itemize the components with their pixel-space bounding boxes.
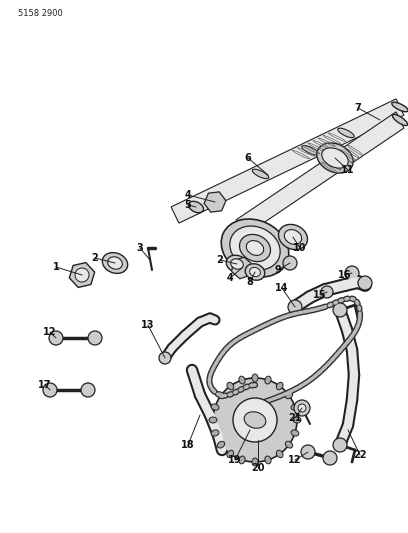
Ellipse shape [293, 417, 301, 423]
Circle shape [81, 383, 95, 397]
Ellipse shape [230, 226, 280, 270]
Ellipse shape [291, 430, 299, 436]
Circle shape [88, 331, 102, 345]
Circle shape [49, 331, 63, 345]
Ellipse shape [102, 253, 128, 273]
Ellipse shape [276, 450, 283, 458]
Ellipse shape [392, 115, 408, 126]
Ellipse shape [209, 417, 217, 423]
Text: 4: 4 [185, 190, 191, 200]
Text: 3: 3 [137, 243, 143, 253]
Ellipse shape [245, 264, 265, 280]
Ellipse shape [250, 268, 260, 277]
Ellipse shape [252, 169, 269, 179]
Text: 6: 6 [245, 153, 251, 163]
Ellipse shape [279, 224, 308, 249]
Text: 14: 14 [275, 283, 289, 293]
Ellipse shape [265, 376, 271, 384]
Ellipse shape [239, 235, 271, 262]
Ellipse shape [231, 259, 243, 269]
Ellipse shape [284, 230, 302, 245]
Text: 18: 18 [181, 440, 195, 450]
Text: 21: 21 [288, 413, 302, 423]
Circle shape [43, 383, 57, 397]
Ellipse shape [252, 458, 258, 466]
Ellipse shape [285, 392, 293, 399]
Text: 1: 1 [53, 262, 60, 272]
Polygon shape [236, 112, 404, 236]
Ellipse shape [276, 382, 283, 390]
Circle shape [345, 266, 359, 280]
Ellipse shape [244, 412, 266, 428]
Text: 22: 22 [353, 450, 367, 460]
Ellipse shape [239, 456, 245, 464]
Text: 8: 8 [246, 277, 253, 287]
Circle shape [75, 268, 89, 282]
Text: 16: 16 [338, 270, 352, 280]
Circle shape [323, 451, 337, 465]
Ellipse shape [108, 257, 122, 269]
Text: 9: 9 [275, 265, 282, 275]
Polygon shape [171, 99, 404, 223]
Ellipse shape [317, 143, 353, 173]
Text: 11: 11 [341, 165, 355, 175]
Circle shape [301, 445, 315, 459]
Text: 2: 2 [217, 255, 223, 265]
Circle shape [358, 276, 372, 290]
Ellipse shape [188, 201, 204, 213]
Circle shape [159, 352, 171, 364]
Text: 7: 7 [355, 103, 361, 113]
Ellipse shape [302, 146, 318, 155]
Text: 12: 12 [43, 327, 57, 337]
Text: 4: 4 [226, 273, 233, 283]
Circle shape [333, 438, 347, 452]
Circle shape [294, 400, 310, 416]
Text: 17: 17 [38, 380, 52, 390]
Text: 12: 12 [288, 455, 302, 465]
Circle shape [321, 286, 333, 298]
Circle shape [288, 300, 302, 314]
Circle shape [298, 404, 306, 412]
Ellipse shape [239, 376, 245, 384]
Ellipse shape [246, 240, 264, 255]
Ellipse shape [252, 374, 258, 382]
Ellipse shape [291, 404, 299, 410]
Ellipse shape [217, 392, 225, 399]
Ellipse shape [265, 456, 271, 464]
Circle shape [333, 303, 347, 317]
Ellipse shape [221, 219, 289, 277]
Circle shape [233, 398, 277, 442]
Ellipse shape [227, 382, 234, 390]
Ellipse shape [322, 148, 348, 168]
Ellipse shape [211, 430, 219, 436]
Ellipse shape [392, 102, 408, 112]
Ellipse shape [226, 255, 248, 273]
Ellipse shape [338, 128, 354, 138]
Text: 5: 5 [185, 200, 191, 210]
Circle shape [283, 256, 297, 270]
Ellipse shape [227, 450, 234, 458]
Text: 15: 15 [313, 290, 327, 300]
Text: 13: 13 [141, 320, 155, 330]
Ellipse shape [217, 441, 225, 448]
Text: 20: 20 [251, 463, 265, 473]
Text: 10: 10 [293, 243, 307, 253]
Ellipse shape [285, 441, 293, 448]
Text: 19: 19 [228, 455, 242, 465]
Text: 2: 2 [92, 253, 98, 263]
Ellipse shape [211, 404, 219, 410]
Text: 5158 2900: 5158 2900 [18, 9, 63, 18]
Circle shape [213, 378, 297, 462]
